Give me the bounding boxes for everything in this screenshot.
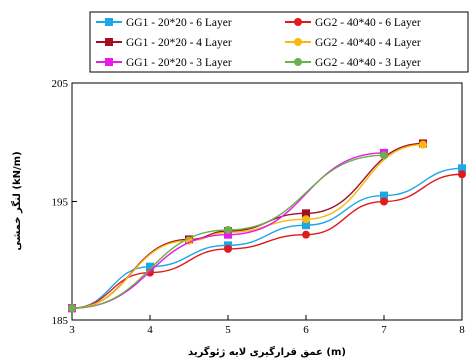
data-point [302,215,310,224]
legend-label: GG1 - 20*20 - 4 Layer [126,37,232,49]
data-point [458,170,466,179]
legend-label: GG2 - 40*40 - 6 Layer [315,17,421,29]
legend-swatch-marker [105,38,113,46]
series-line [71,173,463,309]
legend-swatch-marker [105,18,113,26]
x-axis-title: عمق قرارگیری لایه ژئوگرید (m) [188,345,346,358]
legend-item: GG1 - 20*20 - 3 Layer [96,57,232,69]
y-tick-label: 195 [52,197,69,209]
data-point [302,230,310,239]
legend-swatch-marker [105,58,113,66]
data-point [224,225,232,234]
data-point [146,262,154,271]
plot-area [71,82,463,321]
x-tick-label: 8 [459,324,465,336]
legend-label: GG2 - 40*40 - 4 Layer [315,37,421,49]
legend-swatch-marker [294,38,302,46]
legend-item: GG2 - 40*40 - 3 Layer [285,57,421,69]
data-point [302,221,310,230]
series-6 [68,151,388,313]
x-tick-label: 6 [303,324,309,336]
legend-item: GG2 - 40*40 - 6 Layer [285,17,421,29]
data-point [224,244,232,253]
legend-label: GG1 - 20*20 - 6 Layer [126,17,232,29]
x-tick-label: 7 [381,324,387,336]
legend-item: GG2 - 40*40 - 4 Layer [285,37,421,49]
data-point [419,140,427,149]
legend-box [89,11,469,73]
data-point [458,164,466,173]
data-point [380,197,388,206]
series-layer [68,139,466,313]
x-tick-label: 5 [225,324,231,336]
x-tick-label: 4 [147,324,153,336]
x-tick-label: 3 [69,324,75,336]
y-axis: 185 195 205 [52,78,77,327]
data-point [224,230,232,239]
legend-item: GG1 - 20*20 - 6 Layer [96,17,232,29]
data-point [68,304,76,313]
legend-label: GG1 - 20*20 - 3 Layer [126,57,232,69]
y-axis-title: لنگر خمشی (kN/m) [10,151,23,250]
data-point [380,191,388,200]
legend-label: GG2 - 40*40 - 3 Layer [315,57,421,69]
legend: GG1 - 20*20 - 6 Layer GG2 - 40*40 - 6 Lay… [89,11,469,73]
y-tick-label: 185 [52,315,69,327]
legend-swatch-marker [294,58,302,66]
legend-item: GG1 - 20*20 - 4 Layer [96,37,232,49]
x-axis: 3 4 5 6 7 8 [69,315,465,336]
data-point [380,151,388,160]
data-point [302,209,310,218]
legend-swatch-marker [294,18,302,26]
y-tick-label: 205 [52,78,69,90]
